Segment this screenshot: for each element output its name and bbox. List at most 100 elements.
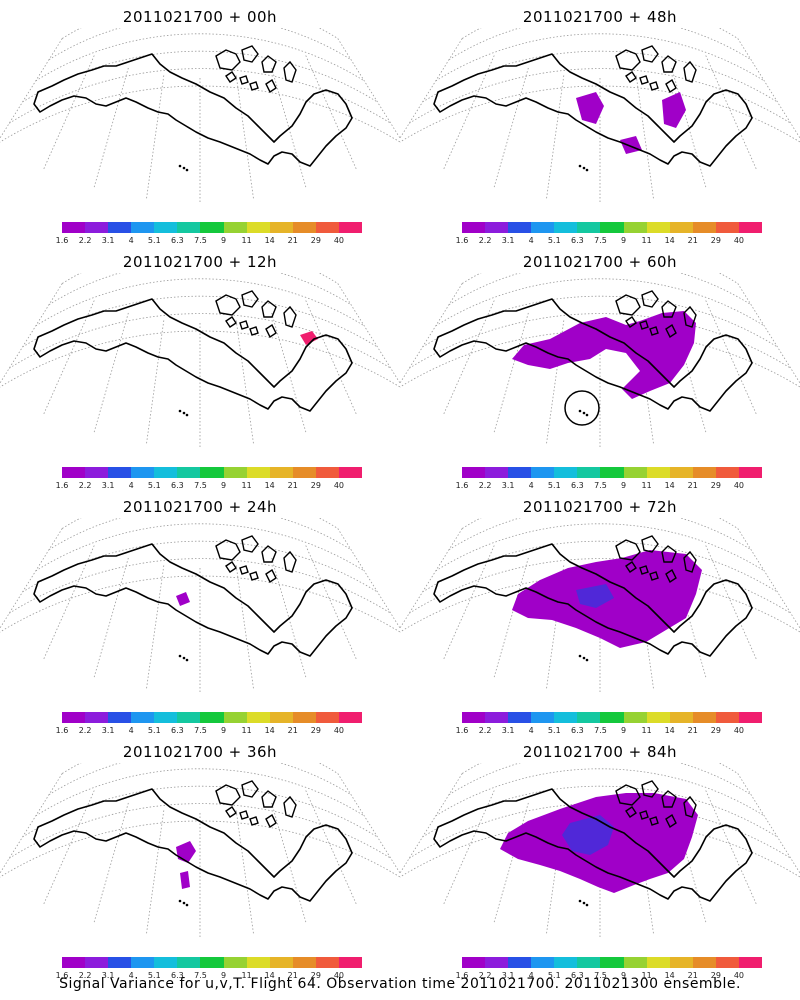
island-outline	[649, 81, 659, 91]
colorbar-swatch	[715, 712, 739, 723]
island-outline	[239, 75, 249, 85]
island-outline	[241, 780, 259, 798]
colorbar-tick-label: 9	[220, 726, 227, 735]
colorbar-tick-label: 14	[664, 481, 675, 490]
colorbar-swatch	[623, 222, 647, 233]
colorbar-tick-label: 5.1	[547, 236, 561, 245]
colorbar-tick-label: 40	[333, 481, 345, 490]
panel-title: 2011021700 + 60h	[522, 253, 678, 271]
colorbar-tick-label: 9	[620, 726, 627, 735]
coastline	[433, 543, 753, 657]
longitude-gridline	[635, 75, 654, 200]
island-outline	[225, 71, 237, 83]
coastline	[433, 298, 753, 412]
island-outline	[665, 323, 677, 339]
colorbar	[462, 957, 763, 968]
colorbar-tick-label: 6.3	[171, 726, 184, 735]
colorbar-swatch	[223, 712, 247, 723]
island-outline	[641, 780, 659, 798]
colorbar-swatch	[462, 467, 486, 478]
colorbar-tick-label: 11	[241, 726, 252, 735]
island-outline	[249, 81, 259, 91]
island-outline	[225, 806, 237, 818]
colorbar-tick-label: 2.2	[78, 726, 92, 735]
colorbar-tick-label: 7.5	[194, 236, 207, 245]
colorbar-labels: 1.6 2.2 3.1 4 5.1 6.3 7.5 9 11 14 21 29 40	[56, 481, 362, 491]
variance-area	[620, 136, 642, 154]
panel-title: 2011021700 + 48h	[522, 8, 678, 26]
colorbar-tick-label: 2.2	[478, 726, 492, 735]
hawaii-island	[182, 901, 186, 905]
colorbar-tick-label: 4	[128, 481, 134, 490]
colorbar-tick-label: 9	[620, 481, 627, 490]
colorbar-swatch	[338, 712, 363, 723]
panel-title: 2011021700 + 84h	[522, 743, 678, 761]
island-outline	[639, 810, 649, 820]
colorbar-swatch	[462, 222, 486, 233]
latitude-gridline	[409, 313, 791, 369]
longitude-gridline	[443, 790, 495, 905]
longitude-gridline	[737, 38, 800, 139]
colorbar-swatch	[177, 467, 201, 478]
colorbar-swatch	[600, 222, 624, 233]
longitude-gridline	[737, 773, 800, 874]
colorbar-swatch	[738, 222, 763, 233]
colorbar-tick-label: 14	[664, 971, 675, 980]
latitude-gridline	[9, 803, 391, 859]
panel-5: 2011021700 + 72h 1.6 2.2 3.1 4 5.1 6.3 7.5 9 11 1…	[400, 490, 800, 735]
island-outline	[241, 290, 259, 308]
colorbar-swatch	[108, 467, 132, 478]
colorbar-tick-label: 21	[687, 481, 698, 490]
longitude-gridline	[146, 810, 165, 935]
colorbar-tick-label: 3.1	[101, 481, 115, 490]
colorbar-labels: 1.6 2.2 3.1 4 5.1 6.3 7.5 9 11 14 21 29 40	[56, 971, 362, 981]
longitude-gridline	[400, 773, 463, 874]
colorbar-swatch	[715, 467, 739, 478]
latitude-gridline	[435, 768, 765, 817]
variance-area	[176, 841, 196, 863]
colorbar-swatch	[738, 712, 763, 723]
coastline	[33, 543, 353, 657]
hawaii-island	[582, 166, 586, 170]
longitude-gridline	[43, 55, 95, 170]
colorbar-swatch	[62, 467, 86, 478]
hawaii-island	[182, 656, 186, 660]
hawaii-island	[578, 409, 582, 413]
latitude-gridline	[9, 68, 391, 124]
island-outline	[639, 75, 649, 85]
colorbar-swatch	[131, 712, 155, 723]
map-3	[400, 273, 800, 448]
colorbar-tick-label: 21	[687, 726, 698, 735]
longitude-gridline	[0, 528, 63, 629]
colorbar-swatch	[669, 222, 693, 233]
colorbar-tick-label: 1.6	[455, 236, 469, 245]
island-outline	[261, 55, 277, 73]
colorbar-tick-label: 6.3	[571, 971, 584, 980]
colorbar-tick-label: 21	[287, 481, 298, 490]
coastline	[433, 53, 753, 167]
island-outline	[683, 60, 697, 83]
latitude-gridline	[48, 28, 352, 61]
colorbar-swatch	[108, 222, 132, 233]
longitude-gridline	[337, 773, 400, 874]
latitude-gridline	[422, 50, 778, 103]
hawaii-island	[185, 168, 189, 172]
island-outline	[261, 300, 277, 318]
island-outline	[239, 810, 249, 820]
map-5	[400, 518, 800, 693]
colorbar-tick-label: 40	[333, 971, 345, 980]
hawaii-island	[582, 901, 586, 905]
colorbar-swatch	[646, 467, 670, 478]
colorbar-swatch	[269, 957, 293, 968]
colorbar-tick-label: 40	[733, 726, 745, 735]
longitude-gridline	[235, 810, 254, 935]
colorbar-tick-label: 5.1	[147, 726, 161, 735]
colorbar-swatch	[485, 467, 509, 478]
colorbar-tick-label: 40	[733, 236, 745, 245]
colorbar-tick-label: 14	[264, 971, 275, 980]
colorbar-swatch	[292, 222, 316, 233]
colorbar-tick-label: 5.1	[147, 971, 161, 980]
island-outline	[641, 290, 659, 308]
colorbar-swatch	[223, 957, 247, 968]
colorbar-labels: 1.6 2.2 3.1 4 5.1 6.3 7.5 9 11 14 21 29 40	[56, 236, 362, 246]
